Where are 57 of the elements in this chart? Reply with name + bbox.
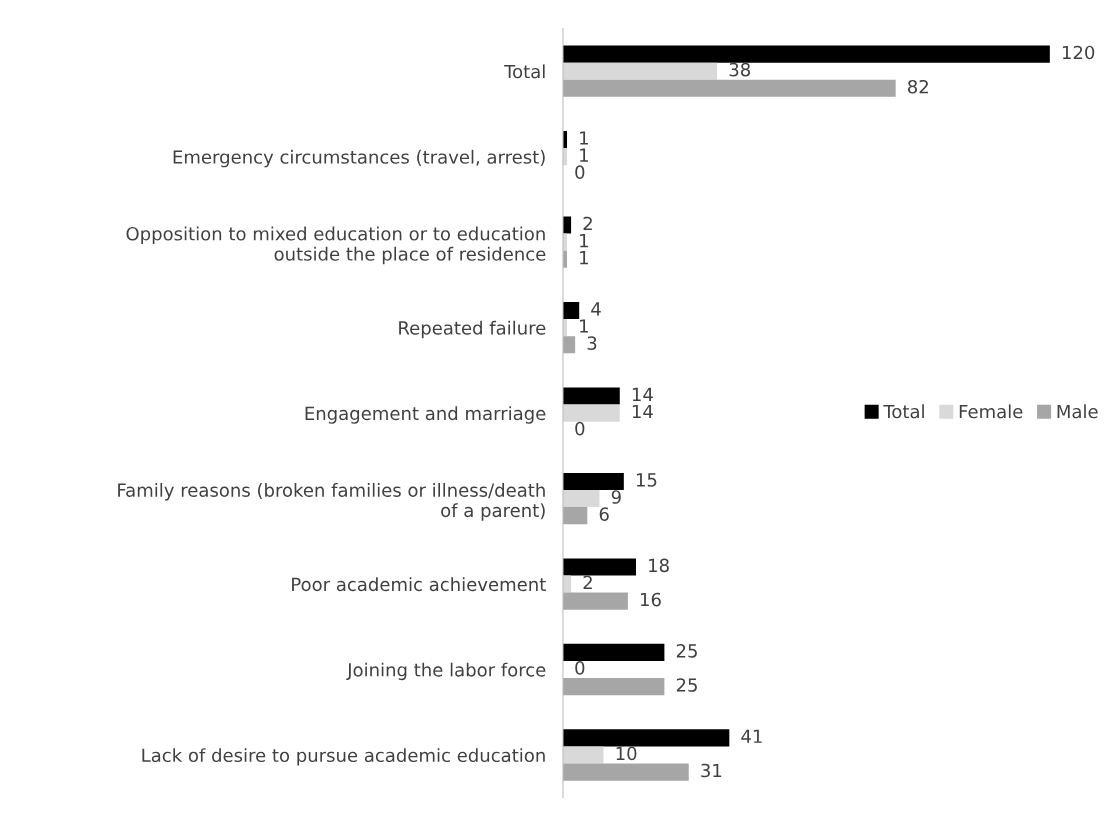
- data-label: 3: [587, 336, 597, 350]
- legend-label: Female: [959, 404, 1023, 419]
- data-label: 6: [599, 507, 609, 521]
- data-label: 4: [591, 302, 601, 316]
- data-label: 9: [611, 490, 621, 504]
- bar: [562, 643, 665, 661]
- bar: [562, 507, 588, 525]
- data-label: 25: [676, 678, 697, 692]
- data-label: 14: [632, 387, 653, 401]
- bar: [562, 729, 730, 747]
- bar: [562, 558, 636, 576]
- data-label: 15: [636, 473, 657, 487]
- bar: [562, 45, 1050, 63]
- data-label: 31: [701, 763, 722, 778]
- data-label: 1: [580, 251, 588, 265]
- data-label: 1: [580, 131, 588, 145]
- bar: [562, 592, 628, 610]
- y-tick-label: Opposition to mixed education or to education outside the place of residence: [126, 226, 546, 265]
- bar: [562, 746, 604, 764]
- data-label: 0: [575, 421, 585, 436]
- data-label: 1: [580, 319, 588, 333]
- bar: [562, 678, 665, 696]
- y-tick-label: Lack of desire to pursue academic education: [142, 748, 545, 766]
- bar: [562, 62, 718, 80]
- bar: [562, 763, 689, 781]
- y-tick-label: Emergency circumstances (travel, arrest): [173, 149, 545, 168]
- data-label: 25: [676, 644, 697, 658]
- bar: [562, 490, 600, 508]
- data-label: 1: [580, 148, 588, 162]
- data-label: 1: [580, 233, 588, 248]
- y-tick-label: Joining the labor force: [346, 662, 546, 681]
- bar: [562, 472, 624, 491]
- data-label: 41: [741, 729, 762, 743]
- data-label: 120: [1062, 45, 1095, 60]
- legend-label: Total: [883, 404, 924, 419]
- data-label: 2: [583, 216, 592, 231]
- bar: [562, 79, 896, 97]
- bar: [562, 336, 576, 354]
- y-tick-label: Engagement and marriage: [305, 406, 546, 424]
- bar: [562, 404, 620, 422]
- y-tick-label: Repeated failure: [399, 320, 546, 339]
- bar: [562, 301, 580, 320]
- y-tick-label: Poor academic achievement: [292, 577, 546, 592]
- data-label: 2: [583, 575, 592, 590]
- data-label: 0: [575, 661, 585, 675]
- data-label: 18: [649, 558, 669, 573]
- y-tick-label: Family reasons (broken families or illness/death of a parent): [118, 482, 545, 521]
- data-label: 16: [640, 592, 661, 607]
- y-tick-label: Total: [504, 64, 545, 79]
- bar: [562, 387, 620, 405]
- data-label: 82: [908, 79, 928, 94]
- data-label: 0: [575, 165, 585, 180]
- data-label: 10: [616, 746, 637, 761]
- legend-label: Male: [1057, 404, 1098, 419]
- bar: [562, 575, 572, 593]
- data-label: 38: [729, 62, 750, 77]
- data-label: 14: [632, 404, 653, 419]
